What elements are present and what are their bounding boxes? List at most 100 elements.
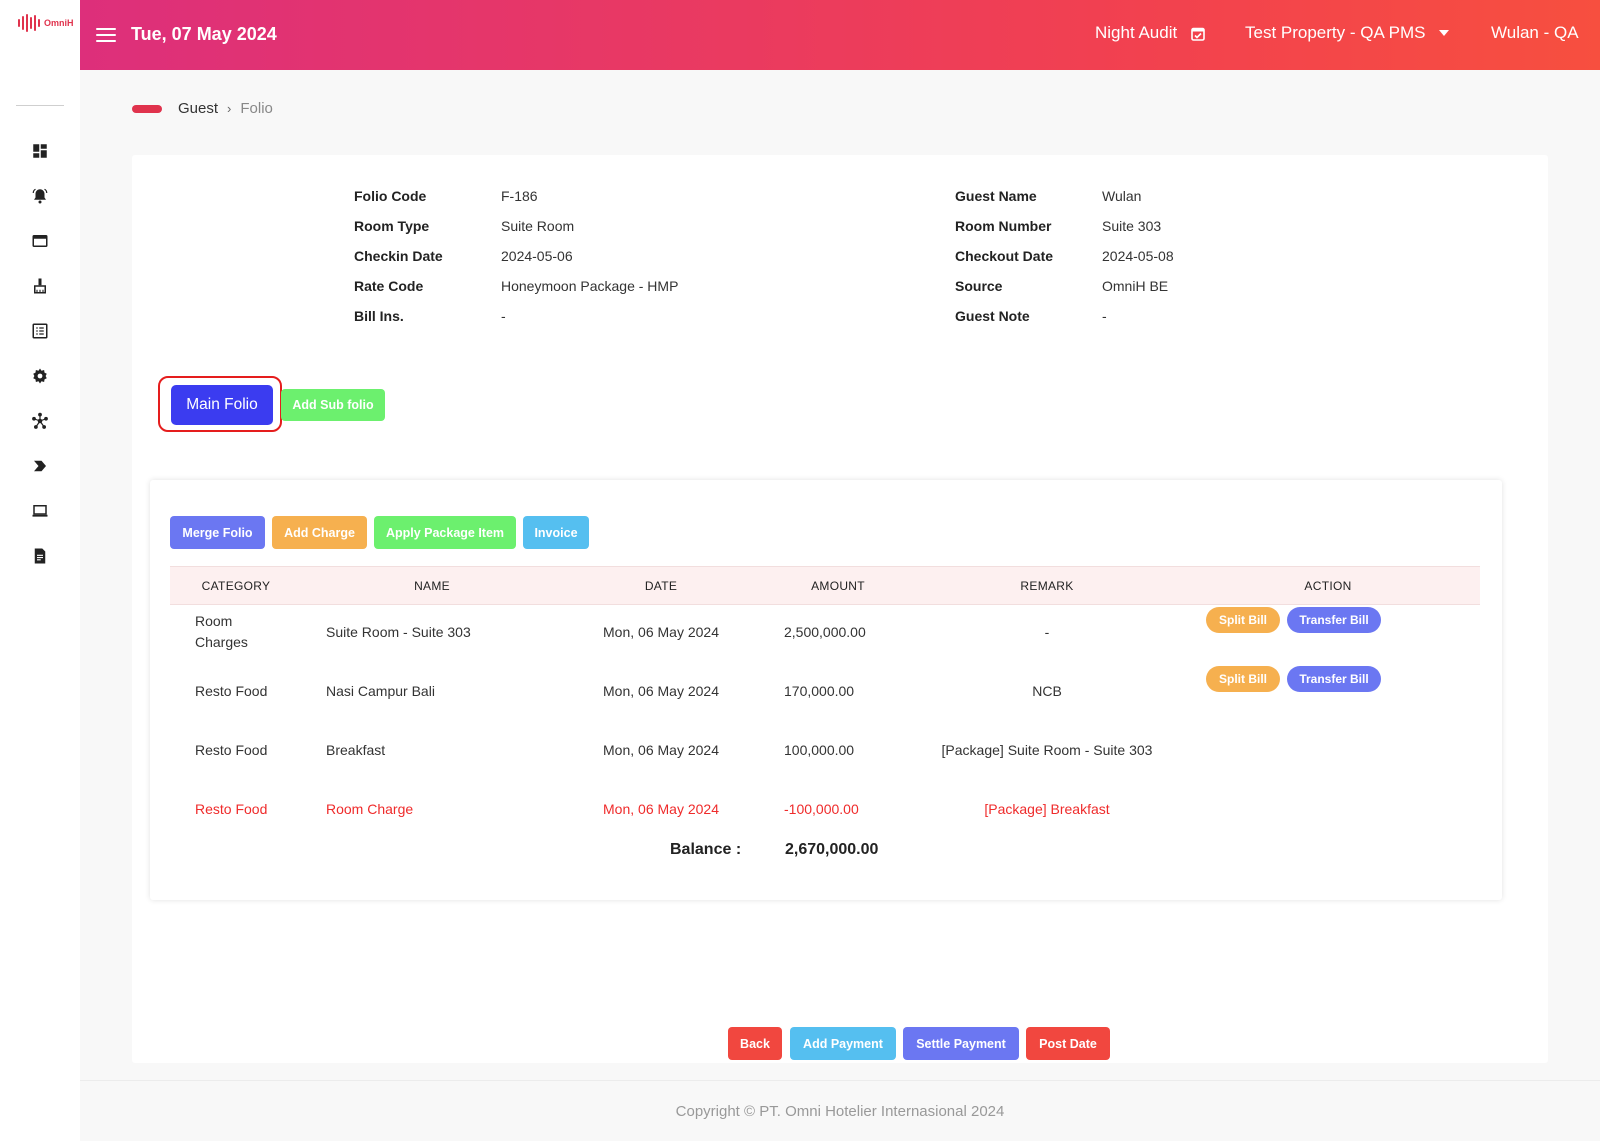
sidebar-item-windows[interactable]	[0, 218, 80, 263]
arrow-icon	[34, 460, 46, 471]
source-value: OmniH BE	[1102, 278, 1169, 294]
calendar-check-icon	[1191, 27, 1206, 41]
merge-folio-button[interactable]: Merge Folio	[170, 516, 265, 549]
sidebar-nav	[0, 128, 80, 578]
top-header: Tue, 07 May 2024 Night Audit Test Proper…	[80, 0, 1600, 70]
user-menu[interactable]: Wulan - QA	[1491, 23, 1579, 42]
bell-icon	[32, 188, 48, 203]
row-name: Suite Room - Suite 303	[326, 624, 471, 640]
row-category: Resto Food	[195, 742, 268, 758]
split-bill-button[interactable]: Split Bill	[1206, 607, 1280, 633]
sidebar-divider	[16, 105, 64, 106]
room-number-value: Suite 303	[1102, 218, 1162, 234]
row-category: Resto Food	[195, 683, 268, 699]
column-header-category: CATEGORY	[201, 579, 271, 593]
guest-name-value: Wulan	[1102, 188, 1142, 204]
transfer-bill-button[interactable]: Transfer Bill	[1287, 607, 1381, 633]
table-header: CATEGORY NAME DATE AMOUNT REMARK ACTION	[170, 566, 1480, 605]
split-bill-button[interactable]: Split Bill	[1206, 666, 1280, 692]
folio-code-label: Folio Code	[354, 188, 427, 204]
balance-label: Balance :	[670, 841, 742, 858]
room-type-value: Suite Room	[501, 218, 575, 234]
hamburger-menu-icon[interactable]	[96, 24, 116, 46]
folio-code-value: F-186	[501, 188, 538, 204]
checkout-date-label: Checkout Date	[955, 248, 1054, 264]
row-remark: -	[1044, 624, 1050, 640]
copyright-text: Copyright © PT. Omni Hotelier Internasio…	[675, 1103, 1005, 1120]
row-amount: 170,000.00	[784, 683, 855, 699]
list-icon	[32, 323, 48, 338]
row-amount: 2,500,000.00	[784, 624, 866, 640]
sidebar-item-forward[interactable]	[0, 443, 80, 488]
row-date: Mon, 06 May 2024	[603, 742, 719, 758]
caret-down-icon	[1439, 30, 1450, 36]
back-button[interactable]: Back	[728, 1027, 782, 1060]
settle-payment-button[interactable]: Settle Payment	[903, 1027, 1019, 1060]
column-header-action: ACTION	[1304, 579, 1352, 593]
room-number-label: Room Number	[955, 218, 1052, 234]
source-label: Source	[955, 278, 1003, 294]
rate-code-value: Honeymoon Package - HMP	[501, 278, 679, 294]
sidebar-item-devices[interactable]	[0, 488, 80, 533]
omnih-logo[interactable]: OmniH	[18, 14, 74, 32]
balance-value: 2,670,000.00	[785, 841, 879, 858]
post-date-button[interactable]: Post Date	[1026, 1027, 1110, 1060]
network-icon	[32, 412, 48, 429]
sidebar-item-notifications[interactable]	[0, 173, 80, 218]
breadcrumb-accent	[132, 104, 162, 113]
checkout-date-value: 2024-05-08	[1102, 248, 1174, 264]
column-header-name: NAME	[414, 579, 450, 593]
row-amount: -100,000.00	[784, 801, 859, 817]
gear-icon	[33, 368, 47, 383]
sidebar-item-settings[interactable]	[0, 353, 80, 398]
main-content: Guest › Folio Folio Code F-186 Room Type…	[80, 70, 1600, 1080]
row-remark: [Package] Breakfast	[984, 801, 1110, 817]
column-header-remark: REMARK	[1020, 579, 1074, 593]
row-date: Mon, 06 May 2024	[603, 683, 719, 699]
row-name: Nasi Campur Bali	[326, 683, 435, 699]
chevron-right-icon: ›	[227, 101, 232, 116]
row-date: Mon, 06 May 2024	[603, 624, 719, 640]
checkin-date-label: Checkin Date	[354, 248, 443, 264]
transfer-bill-button[interactable]: Transfer Bill	[1287, 666, 1381, 692]
window-icon	[32, 234, 48, 247]
add-payment-button[interactable]: Add Payment	[790, 1027, 896, 1060]
sidebar-item-reports[interactable]	[0, 533, 80, 578]
night-audit-button[interactable]: Night Audit	[1095, 23, 1206, 43]
main-folio-tab[interactable]: Main Folio	[171, 385, 273, 425]
row-name: Breakfast	[326, 742, 386, 758]
report-icon	[34, 548, 46, 563]
breadcrumb-guest[interactable]: Guest	[178, 100, 219, 117]
bill-ins-label: Bill Ins.	[354, 308, 404, 324]
rate-code-label: Rate Code	[354, 278, 424, 294]
guest-note-value: -	[1102, 308, 1107, 324]
apply-package-item-button[interactable]: Apply Package Item	[374, 516, 516, 549]
cleaning-icon	[34, 278, 46, 293]
checkin-date-value: 2024-05-06	[501, 248, 573, 264]
guest-name-label: Guest Name	[955, 188, 1037, 204]
folio-card: Folio Code F-186 Room Type Suite Room Ch…	[132, 155, 1548, 1063]
folio-items-card: Merge Folio Add Charge Apply Package Ite…	[150, 480, 1502, 900]
row-amount: 100,000.00	[784, 742, 855, 758]
row-category: Resto Food	[195, 801, 268, 817]
sidebar: OmniH	[0, 0, 80, 1141]
row-remark: NCB	[1032, 683, 1062, 699]
laptop-icon	[32, 504, 48, 517]
invoice-button[interactable]: Invoice	[523, 516, 589, 549]
room-type-label: Room Type	[354, 218, 430, 234]
property-selector[interactable]: Test Property - QA PMS	[1245, 23, 1450, 43]
row-name: Room Charge	[326, 801, 414, 817]
sidebar-item-network[interactable]	[0, 398, 80, 443]
footer: Copyright © PT. Omni Hotelier Internasio…	[80, 1080, 1600, 1141]
column-header-amount: AMOUNT	[811, 579, 865, 593]
add-charge-button[interactable]: Add Charge	[272, 516, 367, 549]
logo-bars-icon	[18, 14, 40, 32]
sidebar-item-list[interactable]	[0, 308, 80, 353]
add-sub-folio-button[interactable]: Add Sub folio	[281, 389, 385, 421]
sidebar-item-housekeeping[interactable]	[0, 263, 80, 308]
dashboard-icon	[33, 143, 47, 158]
header-date: Tue, 07 May 2024	[131, 24, 277, 44]
sidebar-item-dashboard[interactable]	[0, 128, 80, 173]
row-category: Room Charges	[195, 613, 248, 650]
bill-ins-value: -	[501, 308, 506, 324]
